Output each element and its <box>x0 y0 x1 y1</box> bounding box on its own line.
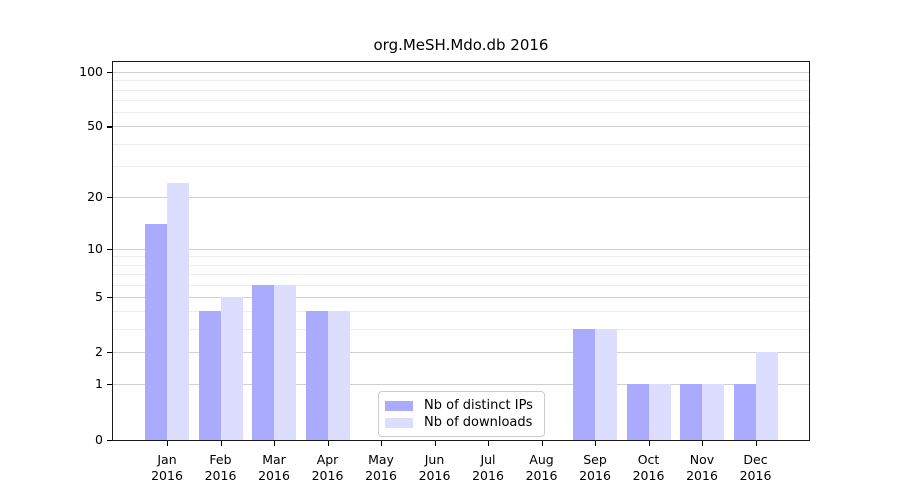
bar-distinct-ips-nov <box>680 384 702 440</box>
x-tick-label-sep: Sep 2016 <box>579 452 611 483</box>
minor-gridline <box>113 329 809 331</box>
x-tick-label-dec: Dec 2016 <box>739 452 772 483</box>
x-tick-label-feb: Feb 2016 <box>204 452 237 483</box>
major-gridline <box>113 352 809 354</box>
major-gridline <box>113 296 809 298</box>
y-tick-label: 50 <box>87 118 103 134</box>
x-tick-label-aug: Aug 2016 <box>525 452 558 483</box>
bar-distinct-ips-feb <box>198 311 221 440</box>
minor-gridline <box>113 166 809 168</box>
y-tick-mark <box>107 439 112 441</box>
x-tick-mark <box>648 441 650 446</box>
y-tick-mark <box>107 296 112 298</box>
y-tick-label: 1 <box>95 376 103 392</box>
y-tick-mark <box>107 352 112 354</box>
x-tick-label-jan: Jan 2016 <box>151 452 183 483</box>
y-tick-mark <box>107 126 112 128</box>
chart-title: org.MeSH.Mdo.db 2016 <box>373 36 549 54</box>
y-tick-mark <box>107 248 112 250</box>
y-tick-mark <box>107 197 112 199</box>
bar-distinct-ips-sep <box>573 329 595 440</box>
minor-gridline <box>113 311 809 313</box>
y-tick-mark <box>107 72 112 74</box>
x-tick-mark <box>541 441 543 446</box>
x-tick-label-jun: Jun 2016 <box>418 452 451 483</box>
y-tick-label: 100 <box>79 64 103 79</box>
x-tick-label-may: May 2016 <box>365 452 397 483</box>
legend: Nb of distinct IPs Nb of downloads <box>378 391 545 437</box>
x-tick-label-oct: Oct 2016 <box>632 452 665 483</box>
x-tick-mark <box>167 441 169 446</box>
y-tick-label: 20 <box>87 189 103 205</box>
major-gridline <box>113 197 809 199</box>
minor-gridline <box>113 264 809 266</box>
y-tick-label: 0 <box>95 431 103 447</box>
bar-downloads-sep <box>595 329 617 440</box>
x-tick-label-nov: Nov 2016 <box>686 452 718 483</box>
y-tick-mark <box>107 384 112 386</box>
x-tick-mark <box>702 441 704 446</box>
x-tick-mark <box>327 441 329 446</box>
x-tick-mark <box>434 441 436 446</box>
x-tick-label-mar: Mar 2016 <box>258 452 290 483</box>
bar-distinct-ips-oct <box>626 384 649 440</box>
major-gridline <box>113 72 809 73</box>
legend-item-downloads: Nb of downloads <box>385 414 536 431</box>
major-gridline <box>113 248 809 250</box>
bar-distinct-ips-dec <box>733 384 756 440</box>
distinct-ips-swatch-icon <box>385 400 413 411</box>
minor-gridline <box>113 89 809 91</box>
minor-gridline <box>113 80 809 82</box>
y-tick-label: 10 <box>87 240 103 256</box>
y-tick-label: 5 <box>95 288 103 304</box>
minor-gridline <box>113 273 809 275</box>
x-tick-mark <box>488 441 490 446</box>
minor-gridline <box>113 112 809 114</box>
major-gridline <box>113 126 809 128</box>
legend-item-distinct-ips: Nb of distinct IPs <box>385 397 536 414</box>
minor-gridline <box>113 284 809 286</box>
x-tick-mark <box>595 441 597 446</box>
legend-label: Nb of downloads <box>424 415 533 430</box>
x-tick-mark <box>755 441 757 446</box>
bar-downloads-nov <box>702 384 724 440</box>
minor-gridline <box>113 143 809 145</box>
bar-downloads-apr <box>327 311 350 440</box>
bar-downloads-mar <box>274 284 296 440</box>
x-tick-label-jul: Jul 2016 <box>472 452 504 483</box>
bar-downloads-dec <box>755 352 778 440</box>
x-tick-label-apr: Apr 2016 <box>311 452 344 483</box>
bar-downloads-feb <box>220 296 243 440</box>
plot-area <box>112 61 810 441</box>
x-tick-mark <box>381 441 383 446</box>
x-tick-mark <box>274 441 276 446</box>
bar-downloads-jan <box>167 183 189 440</box>
downloads-swatch-icon <box>385 417 413 428</box>
bar-distinct-ips-apr <box>305 311 328 440</box>
bar-distinct-ips-jan <box>145 223 167 440</box>
minor-gridline <box>113 100 809 102</box>
legend-label: Nb of distinct IPs <box>424 398 533 413</box>
x-tick-mark <box>220 441 222 446</box>
y-tick-label: 2 <box>95 344 103 360</box>
minor-gridline <box>113 256 809 258</box>
major-gridline <box>113 384 809 386</box>
bar-downloads-oct <box>648 384 671 440</box>
bar-distinct-ips-mar <box>252 284 274 440</box>
